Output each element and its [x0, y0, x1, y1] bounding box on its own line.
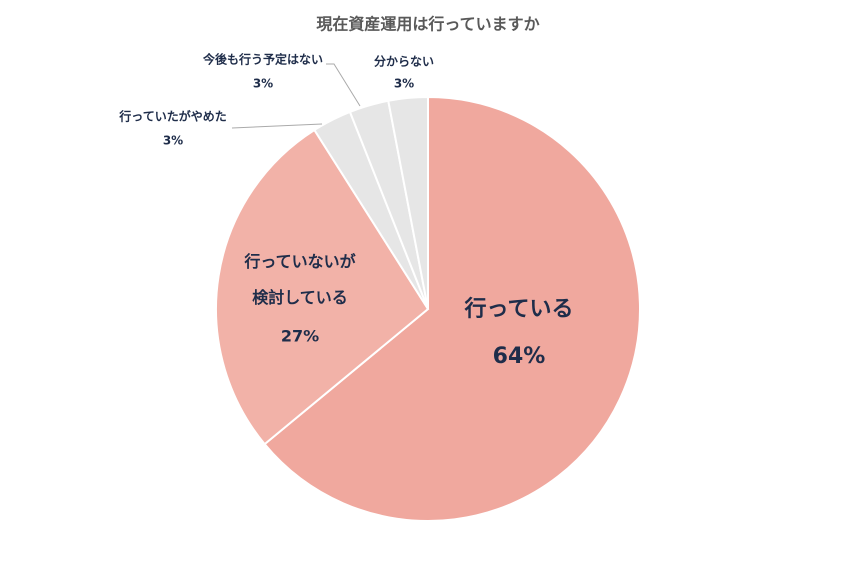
leader-line: [231, 123, 323, 129]
pie-slice: [215, 128, 430, 446]
value-label: 64%: [493, 344, 546, 369]
pie-slice: [387, 95, 429, 310]
slice-label: 分からない: [374, 54, 434, 69]
pie-slice: [263, 95, 641, 522]
chart-title: 現在資産運用は行っていますか: [316, 15, 539, 34]
value-label: 27%: [281, 327, 319, 346]
slice-label: 行っていたがやめた: [118, 109, 226, 124]
slice-label: 行っている: [464, 296, 574, 322]
value-label: 3%: [253, 77, 273, 91]
slice-label: 行っていないが検討している: [243, 252, 355, 307]
slice-label: 今後も行う予定はない: [202, 52, 323, 67]
value-label: 3%: [163, 134, 183, 148]
value-label: 3%: [394, 77, 414, 91]
leader-line: [326, 63, 361, 107]
